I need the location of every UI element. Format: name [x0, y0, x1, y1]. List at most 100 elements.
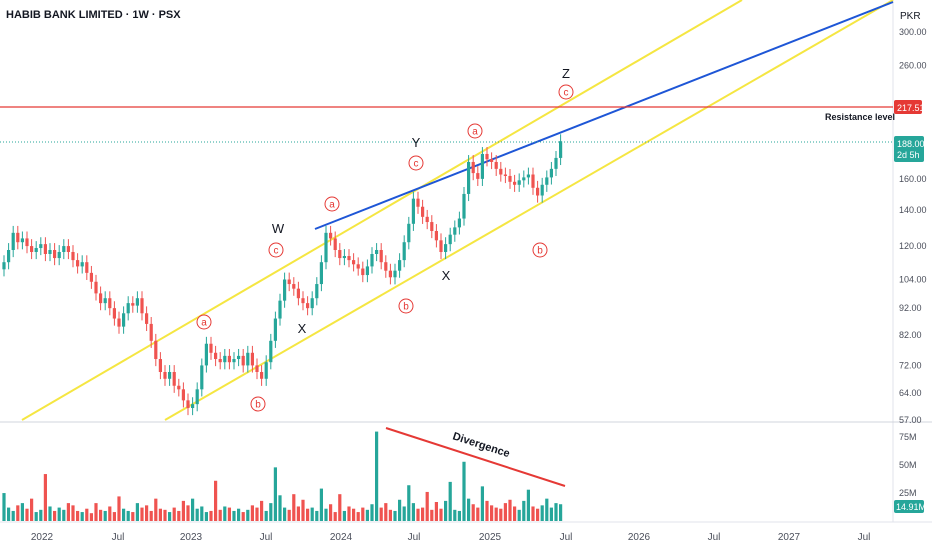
wave-label-text: a: [472, 127, 478, 138]
candle-body: [517, 180, 521, 185]
candle-body: [526, 174, 530, 178]
volume-bar: [499, 508, 503, 521]
price-tick-label: 72.00: [899, 360, 922, 370]
volume-bar: [172, 507, 176, 521]
time-axis[interactable]: 2022 Jul 2023 Jul 2024 Jul 2025 Jul 2026 Jul 2027 J…: [31, 532, 871, 543]
candle-body: [122, 313, 126, 327]
candle-body: [278, 300, 282, 319]
volume-bar: [536, 508, 540, 521]
candle-body: [356, 264, 360, 269]
channel-upper-line[interactable]: [21, 0, 743, 421]
volume-bar: [232, 510, 236, 521]
volume-bar: [347, 506, 351, 521]
candle-body: [319, 262, 323, 285]
volume-bar: [361, 507, 365, 521]
candles: [2, 134, 563, 416]
volume-bar: [296, 506, 300, 521]
volume-bar: [99, 509, 103, 521]
resistance-line[interactable]: [0, 106, 893, 143]
volume-bar: [94, 503, 98, 521]
candle-body: [439, 240, 443, 252]
volume-bar: [531, 506, 535, 521]
volume-bar: [540, 505, 544, 521]
volume-bar: [430, 509, 434, 521]
interval-label[interactable]: 1W: [132, 9, 149, 21]
trendline[interactable]: [314, 1, 894, 230]
candle-body: [522, 177, 526, 181]
volume-bar: [379, 507, 383, 521]
wave-label-text: b: [537, 246, 543, 257]
wave-label-circle[interactable]: [196, 314, 212, 330]
candle-body: [99, 293, 103, 304]
price-tick-label: 64.00: [899, 388, 922, 398]
volume-bar: [112, 512, 116, 521]
candle-body: [352, 260, 356, 265]
candle-body: [186, 400, 190, 409]
volume-bar: [158, 508, 162, 521]
divergence-line[interactable]: [385, 427, 566, 487]
volume-bar: [273, 467, 277, 521]
volume-bar: [30, 498, 34, 521]
candle-body: [513, 181, 517, 185]
candle-body: [411, 198, 415, 224]
volume-bar: [218, 509, 222, 521]
candle-body: [71, 251, 75, 261]
resistance-price-label: 217.51: [897, 103, 925, 113]
volume-bar: [135, 503, 139, 521]
time-tick-label: Jul: [708, 532, 721, 543]
candle-body: [421, 206, 425, 217]
wave-degree-label: X: [298, 321, 307, 336]
last-volume-badge: [894, 500, 924, 513]
wave-label-circle[interactable]: [408, 155, 424, 171]
volume-bar: [490, 505, 494, 521]
wave-label-circle[interactable]: [467, 123, 483, 139]
candle-body: [448, 234, 452, 245]
candle-body: [117, 318, 121, 327]
volume-bar: [168, 512, 172, 521]
candle-body: [384, 262, 388, 271]
wave-degree-label: W: [272, 221, 285, 236]
wave-label-circle[interactable]: [532, 242, 548, 258]
price-tick-label: 57.00: [899, 415, 922, 425]
wave-label-circle[interactable]: [250, 396, 266, 412]
wave-label-circle[interactable]: [324, 196, 340, 212]
candle-body: [467, 161, 471, 194]
wave-label-text: c: [414, 159, 419, 170]
wave-label-circle[interactable]: [558, 84, 574, 100]
candle-body: [218, 359, 222, 363]
candle-body: [145, 313, 149, 324]
volume-bar: [526, 489, 530, 521]
resistance-price-badge: [894, 100, 922, 114]
volume-axis[interactable]: 75M 50M 25M: [899, 432, 917, 498]
price-axis[interactable]: 300.00 260.00 160.00 140.00 120.00 104.00 92.0…: [899, 27, 927, 425]
price-tick-label: 120.00: [899, 241, 927, 251]
wave-label-circle[interactable]: [268, 242, 284, 258]
volume-bar: [480, 486, 484, 521]
volume-bar: [117, 496, 121, 521]
wave-label-circle[interactable]: [398, 298, 414, 314]
blue-trendline[interactable]: [314, 1, 894, 230]
volume-bar: [365, 509, 369, 521]
candle-body: [342, 256, 346, 259]
volume-bar: [43, 474, 47, 521]
candle-body: [66, 246, 70, 252]
volume-bar: [356, 512, 360, 521]
price-tick-label: 92.00: [899, 303, 922, 313]
candle-body: [149, 323, 153, 341]
channel-lower-line[interactable]: [164, 0, 894, 421]
candle-body: [457, 218, 461, 228]
volume-bar: [246, 509, 250, 521]
candle-body: [94, 281, 98, 294]
volume-bar: [80, 512, 84, 521]
volume-bar: [402, 506, 406, 521]
symbol-title[interactable]: HABIB BANK LIMITED · 1W · PSX: [6, 9, 184, 21]
time-tick-label: 2024: [330, 532, 353, 543]
volume-bar: [324, 508, 328, 521]
price-tick-label: 260.00: [899, 60, 927, 70]
candle-body: [531, 174, 535, 188]
volume-bar: [223, 506, 227, 521]
volume-bar: [342, 510, 346, 521]
channel-lines[interactable]: [21, 0, 894, 421]
